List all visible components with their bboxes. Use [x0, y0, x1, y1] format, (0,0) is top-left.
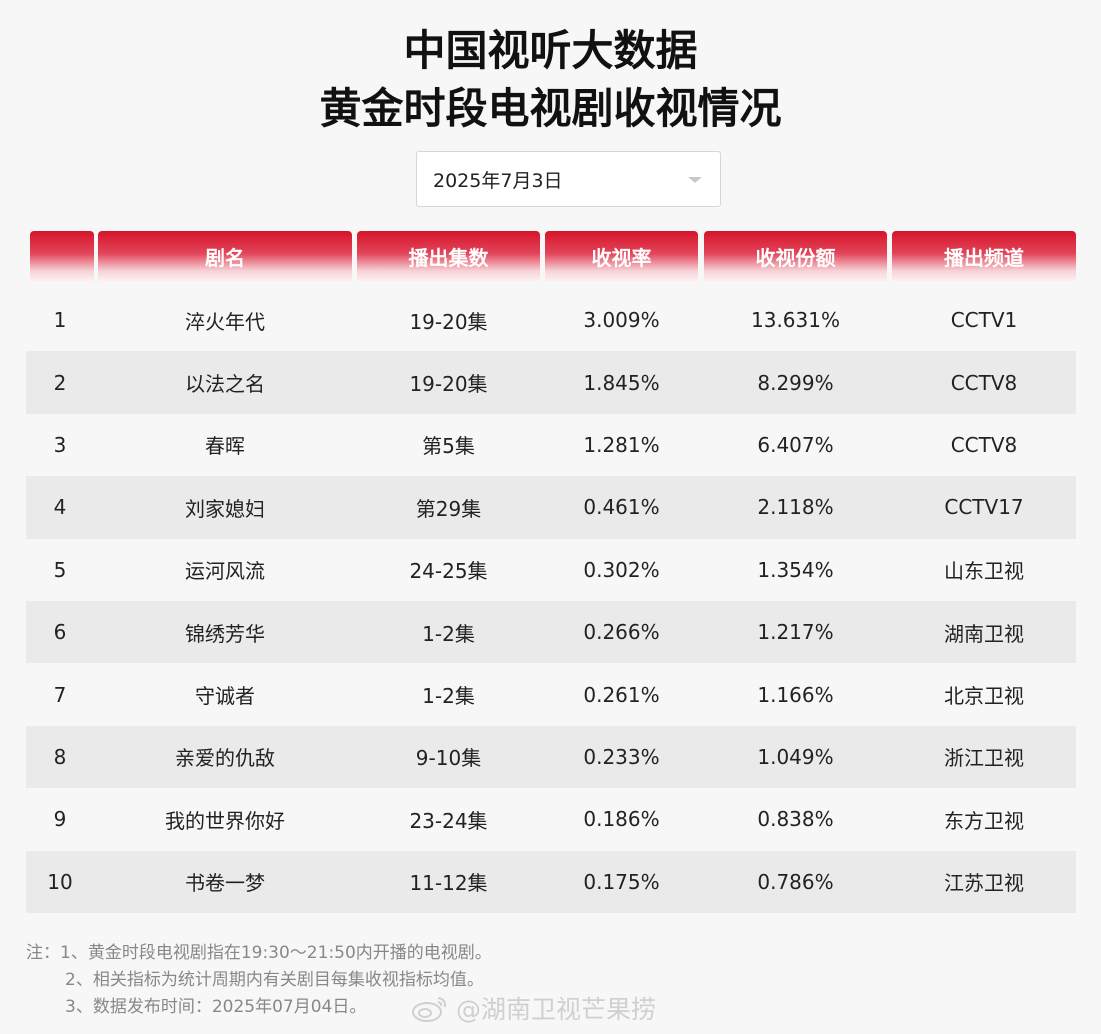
cell-rating: 0.266% [583, 620, 660, 645]
cell-title: 亲爱的仇敌 [175, 746, 275, 771]
cell-share: 1.049% [757, 744, 834, 769]
cell-channel: 北京卫视 [944, 684, 1024, 709]
cell-rank: 4 [53, 495, 67, 520]
cell-rank: 8 [53, 744, 67, 769]
cell-channel: CCTV8 [950, 370, 1018, 395]
cell-rating: 0.461% [583, 495, 660, 520]
cell-channel: CCTV1 [950, 308, 1018, 333]
footnote: 2、相关指标为统计周期内有关剧目每集收视指标均值。 [65, 970, 484, 990]
table-row: 3 春晖 第5集 1.281% 6.407% CCTV8 [26, 414, 1076, 476]
table-header: 剧名 播出集数 收视率 收视份额 播出频道 [26, 231, 1076, 281]
cell-title: 以法之名 [185, 372, 265, 397]
cell-episodes: 24-25集 [409, 559, 488, 584]
table-row: 6 锦绣芳华 1-2集 0.266% 1.217% 湖南卫视 [26, 600, 1076, 664]
cell-share: 1.166% [757, 682, 834, 707]
cell-share: 1.217% [757, 620, 834, 645]
table-row: 2 以法之名 19-20集 1.845% 8.299% CCTV8 [26, 351, 1076, 414]
cell-rating: 0.261% [583, 682, 660, 707]
cell-title: 守诚者 [195, 684, 255, 709]
cell-share: 8.299% [757, 370, 834, 395]
cell-rating: 3.009% [583, 308, 660, 333]
cell-channel: 东方卫视 [944, 808, 1024, 833]
cell-share: 0.838% [757, 807, 834, 832]
cell-share: 0.786% [757, 869, 834, 894]
cell-channel: CCTV8 [950, 432, 1018, 457]
cell-title: 我的世界你好 [165, 808, 285, 833]
table-row: 8 亲爱的仇敌 9-10集 0.233% 1.049% 浙江卫视 [26, 725, 1076, 789]
table-row: 9 我的世界你好 23-24集 0.186% 0.838% 东方卫视 [26, 788, 1076, 850]
column-header-share: 收视份额 [704, 231, 887, 281]
cell-channel: CCTV17 [944, 495, 1024, 520]
table-row: 4 刘家媳妇 第29集 0.461% 2.118% CCTV17 [26, 476, 1076, 539]
date-select[interactable]: 2025年7月3日 [416, 151, 721, 207]
cell-title: 刘家媳妇 [185, 496, 265, 521]
cell-title: 春晖 [205, 434, 245, 459]
cell-share: 13.631% [751, 308, 840, 333]
cell-rank: 2 [53, 370, 67, 395]
footnote: 3、数据发布时间：2025年07月04日。 [65, 997, 367, 1017]
cell-rank: 6 [53, 620, 67, 645]
ratings-table: 剧名 播出集数 收视率 收视份额 播出频道 1 淬火年代 19-20集 3.009% 13.63… [26, 231, 1076, 913]
cell-channel: 江苏卫视 [944, 871, 1024, 896]
cell-rating: 0.186% [583, 807, 660, 832]
table-row: 1 淬火年代 19-20集 3.009% 13.631% CCTV1 [26, 289, 1076, 351]
cell-channel: 山东卫视 [944, 559, 1024, 584]
column-header-channel: 播出频道 [892, 231, 1076, 281]
cell-rating: 0.233% [583, 744, 660, 769]
cell-episodes: 19-20集 [409, 309, 488, 334]
cell-rank: 3 [53, 432, 67, 457]
cell-channel: 浙江卫视 [944, 746, 1024, 771]
footnotes: 注：1、黄金时段电视剧指在19:30～21:50内开播的电视剧。 2、相关指标为… [26, 940, 492, 1021]
chevron-down-icon [688, 177, 702, 183]
weibo-icon [412, 997, 447, 1022]
cell-rating: 1.845% [583, 370, 660, 395]
cell-rank: 10 [47, 869, 73, 894]
column-header-rank [30, 231, 94, 281]
table-row: 7 守诚者 1-2集 0.261% 1.166% 北京卫视 [26, 663, 1076, 725]
cell-rating: 1.281% [583, 432, 660, 457]
cell-title: 运河风流 [185, 559, 265, 584]
column-header-rating: 收视率 [545, 231, 698, 281]
cell-episodes: 19-20集 [409, 372, 488, 397]
cell-title: 书卷一梦 [185, 871, 265, 896]
cell-rating: 0.302% [583, 557, 660, 582]
cell-episodes: 第5集 [422, 434, 475, 459]
cell-rank: 9 [53, 807, 67, 832]
cell-channel: 湖南卫视 [944, 621, 1024, 646]
page-title: 中国视听大数据 [403, 26, 698, 75]
cell-rating: 0.175% [583, 869, 660, 894]
date-select-value: 2025年7月3日 [433, 169, 563, 192]
cell-share: 6.407% [757, 432, 834, 457]
page-subtitle: 黄金时段电视剧收视情况 [319, 84, 782, 133]
table-row: 10 书卷一梦 11-12集 0.175% 0.786% 江苏卫视 [26, 850, 1076, 913]
cell-episodes: 1-2集 [422, 621, 475, 646]
footnote: 注：1、黄金时段电视剧指在19:30～21:50内开播的电视剧。 [26, 943, 492, 963]
cell-rank: 7 [53, 682, 67, 707]
watermark: @湖南卫视芒果捞 [410, 990, 656, 1026]
cell-title: 淬火年代 [185, 309, 265, 334]
cell-rank: 5 [53, 557, 67, 582]
cell-episodes: 23-24集 [409, 808, 488, 833]
table-row: 5 运河风流 24-25集 0.302% 1.354% 山东卫视 [26, 539, 1076, 601]
cell-share: 1.354% [757, 557, 834, 582]
column-header-title: 剧名 [98, 231, 352, 281]
cell-rank: 1 [53, 308, 67, 333]
column-header-episodes: 播出集数 [357, 231, 540, 281]
cell-episodes: 1-2集 [422, 684, 475, 709]
watermark-text: @湖南卫视芒果捞 [456, 995, 657, 1024]
cell-share: 2.118% [757, 495, 834, 520]
cell-episodes: 11-12集 [409, 871, 488, 896]
table-body: 1 淬火年代 19-20集 3.009% 13.631% CCTV1 2 以法之名 19-20集… [26, 289, 1076, 913]
cell-episodes: 第29集 [415, 496, 482, 521]
cell-episodes: 9-10集 [415, 746, 482, 771]
cell-title: 锦绣芳华 [185, 621, 265, 646]
